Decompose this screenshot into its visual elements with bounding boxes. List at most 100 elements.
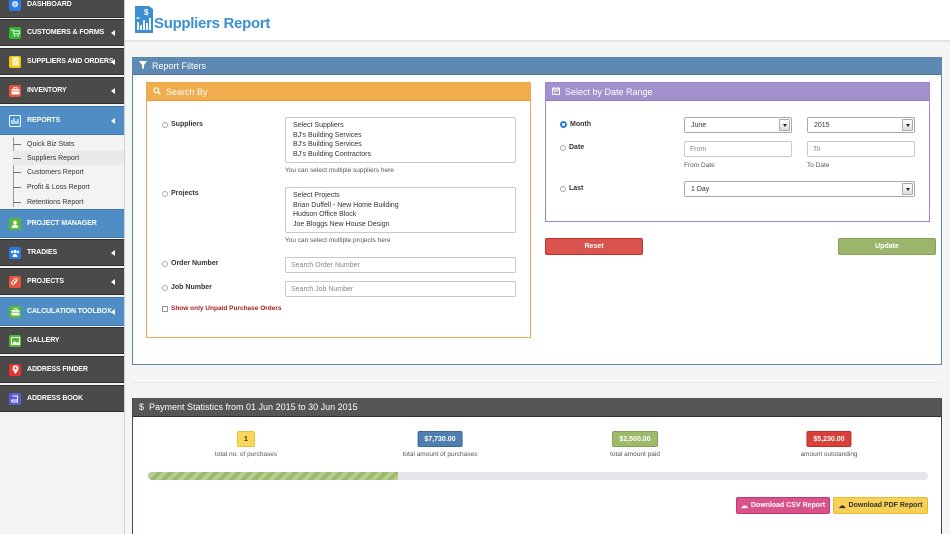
date-range-title: Select by Date Range [565, 86, 653, 97]
submenu-item-retentions-report[interactable]: Retentions Report [13, 195, 124, 209]
order-number-radio[interactable] [162, 260, 168, 267]
sidebar-item-suppliers-orders[interactable]: SUPPLIERS AND ORDERS [0, 48, 124, 75]
date-label: Date [569, 144, 585, 151]
stat-total-amount-purchases: $7,730.00 total amount of purchases [403, 431, 477, 458]
dropdown-arrow-icon [902, 183, 913, 195]
month-label: Month [570, 121, 591, 128]
date-range-header: Select by Date Range [546, 83, 929, 101]
sidebar-item-label: TRADIES [27, 249, 58, 256]
submenu-label: Quick Biz Stats [27, 140, 75, 148]
caret-left-icon [111, 87, 115, 94]
submenu-label: Suppliers Report [27, 154, 80, 162]
download-csv-button[interactable]: ☁ Download CSV Report [736, 497, 830, 514]
sidebar-item-project-manager[interactable]: PROJECT MANAGER [0, 209, 124, 238]
sidebar-item-calculation-toolbox[interactable]: CALCULATION TOOLBOX [0, 297, 124, 326]
order-number-label: Order Number [171, 260, 219, 267]
order-number-input[interactable]: Search Order Number [285, 257, 516, 273]
stat-badge: 1 [237, 431, 255, 447]
month-radio-row[interactable]: Month [560, 121, 591, 128]
job-number-input[interactable]: Search Job Number [285, 281, 516, 297]
sidebar-item-projects[interactable]: PROJECTS [0, 268, 124, 295]
report-filters-panel: Report Filters Search By Suppliers Selec… [132, 57, 942, 365]
suppliers-radio-row[interactable]: Suppliers [162, 121, 203, 128]
suppliers-radio[interactable] [162, 121, 168, 128]
unpaid-only-checkbox-row[interactable]: Show only Unpaid Purchase Orders [162, 305, 282, 312]
job-number-radio-row[interactable]: Job Number [162, 284, 212, 291]
submenu-item-profit-loss-report[interactable]: Profit & Loss Report [13, 180, 124, 194]
report-filters-header: Report Filters [133, 58, 941, 75]
month-radio[interactable] [560, 121, 567, 128]
sidebar-item-address-book[interactable]: ADDRESS BOOK [0, 385, 124, 412]
projects-multiselect[interactable]: Select Projects Brian Duffell - New Home… [285, 187, 516, 233]
suppliers-multiselect[interactable]: Select Suppliers BJ's Building Services … [285, 117, 516, 163]
unpaid-only-label: Show only Unpaid Purchase Orders [171, 305, 282, 312]
last-period-select[interactable]: 1 Day [684, 181, 915, 197]
page-header: $ Suppliers Report [125, 0, 950, 42]
download-csv-label: Download CSV Report [750, 502, 826, 509]
sidebar-item-label: GALLERY [27, 337, 60, 344]
image-icon [9, 334, 21, 347]
suppliers-option[interactable]: Select Suppliers [293, 122, 344, 129]
sidebar-item-label: ADDRESS BOOK [27, 395, 83, 402]
sidebar-item-tradies[interactable]: TRADIES [0, 239, 124, 266]
caret-left-icon [111, 117, 115, 124]
stat-badge: $2,500.00 [612, 431, 658, 447]
stat-label: total no. of purchases [214, 451, 278, 458]
download-pdf-button[interactable]: ☁ Download PDF Report [833, 497, 928, 514]
month-select[interactable]: June [684, 117, 792, 133]
sidebar-item-label: ADDRESS FINDER [27, 366, 88, 373]
last-radio[interactable] [560, 185, 566, 192]
cloud-download-icon: ☁ [838, 502, 846, 510]
date-radio-row[interactable]: Date [560, 144, 584, 151]
suppliers-option[interactable]: BJ's Building Contractors [293, 151, 371, 159]
submenu-item-customers-report[interactable]: Customers Report [13, 165, 124, 179]
cart-icon [9, 26, 21, 39]
user-icon [9, 217, 21, 230]
sidebar-item-inventory[interactable]: INVENTORY [0, 77, 124, 104]
submenu-item-quick-biz-stats[interactable]: Quick Biz Stats [13, 137, 124, 151]
page-title: Suppliers Report [154, 15, 271, 32]
main-content: $ Suppliers Report Report Filters Sear [125, 0, 950, 534]
sidebar-item-address-finder[interactable]: ADDRESS FINDER [0, 356, 124, 383]
year-select-value: 2015 [814, 121, 830, 129]
projects-radio[interactable] [162, 190, 168, 197]
job-number-radio[interactable] [162, 284, 168, 291]
projects-option[interactable]: Brian Duffell - New Home Building [293, 201, 399, 209]
suppliers-option[interactable]: BJ's Building Services [293, 141, 362, 149]
projects-option[interactable]: Hudson Office Block [293, 211, 357, 219]
projects-radio-row[interactable]: Projects [162, 190, 199, 197]
last-radio-row[interactable]: Last [560, 185, 583, 192]
caret-left-icon [111, 249, 115, 256]
from-date-input[interactable]: From [684, 141, 792, 157]
projects-label: Projects [171, 190, 199, 197]
year-select[interactable]: 2015 [807, 117, 915, 133]
sidebar-item-reports[interactable]: REPORTS [0, 106, 124, 135]
sidebar-item-gallery[interactable]: GALLERY [0, 327, 124, 354]
toolbox-icon [9, 84, 21, 97]
download-pdf-label: Download PDF Report [848, 502, 923, 509]
projects-option[interactable]: Joe Bloggs New House Design [293, 221, 390, 229]
to-date-input[interactable]: To [807, 141, 915, 157]
submenu-item-suppliers-report[interactable]: Suppliers Report [13, 151, 124, 165]
last-period-value: 1 Day [691, 185, 710, 193]
unpaid-only-checkbox[interactable] [162, 305, 168, 312]
sidebar-item-label: PROJECTS [27, 278, 64, 285]
update-button[interactable]: Update [838, 238, 936, 255]
from-date-caption: From Date [684, 162, 715, 169]
reset-button[interactable]: Reset [545, 238, 643, 255]
projects-option[interactable]: Select Projects [293, 192, 340, 199]
date-radio[interactable] [560, 144, 566, 151]
payment-statistics-panel: $ Payment Statistics from 01 Jun 2015 to… [132, 398, 942, 534]
sidebar-item-customers-forms[interactable]: CUSTOMERS & FORMS [0, 19, 124, 46]
order-number-radio-row[interactable]: Order Number [162, 260, 218, 267]
sidebar-item-dashboard[interactable]: ⚙ DASHBOARD [0, 0, 124, 18]
caret-left-icon [111, 278, 115, 285]
group-icon [9, 246, 21, 259]
document-icon [9, 55, 21, 68]
to-date-caption: To Date [807, 162, 830, 169]
suppliers-help-text: You can select multiple suppliers here [285, 167, 394, 174]
svg-text:$: $ [144, 8, 149, 17]
suppliers-option[interactable]: BJ's Building Services [293, 131, 362, 139]
sidebar-item-label: DASHBOARD [27, 1, 72, 8]
dashboard-icon: ⚙ [9, 0, 21, 11]
